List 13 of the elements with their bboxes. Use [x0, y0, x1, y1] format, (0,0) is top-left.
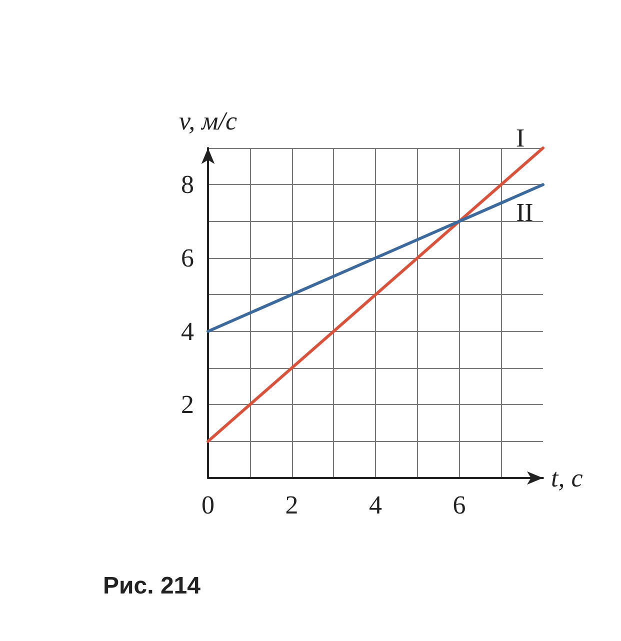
x-tick-label: 4: [369, 490, 382, 520]
x-tick-label: 2: [285, 490, 298, 520]
series-label: II: [516, 198, 534, 228]
x-tick-label: 0: [202, 490, 214, 520]
y-tick-label: 6: [181, 244, 194, 272]
y-tick-label: 4: [181, 316, 194, 346]
y-axis-title: v, м/с: [179, 106, 238, 136]
x-tick-label: 6: [452, 490, 466, 520]
series-label: I: [516, 124, 525, 152]
y-tick-label: 2: [181, 390, 194, 420]
y-tick-label: 8: [181, 170, 194, 200]
x-axis-title: t, с: [551, 464, 584, 492]
text: Рис. 214: [103, 572, 202, 600]
